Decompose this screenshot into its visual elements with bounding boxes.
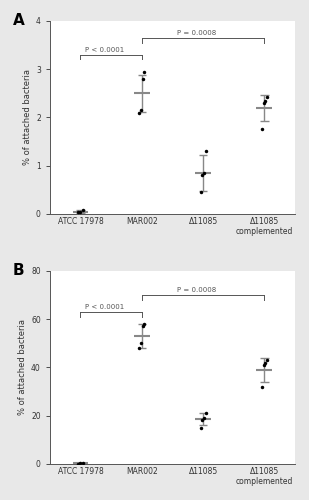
Text: P < 0.0001: P < 0.0001 bbox=[85, 47, 125, 53]
Text: B: B bbox=[13, 263, 25, 278]
Y-axis label: % of attached bacteria: % of attached bacteria bbox=[18, 320, 27, 416]
Text: P = 0.0008: P = 0.0008 bbox=[177, 30, 217, 36]
Text: P = 0.0008: P = 0.0008 bbox=[177, 288, 217, 294]
Text: P < 0.0001: P < 0.0001 bbox=[85, 304, 125, 310]
Text: A: A bbox=[13, 13, 25, 28]
Y-axis label: % of attached bacteria: % of attached bacteria bbox=[23, 70, 32, 166]
